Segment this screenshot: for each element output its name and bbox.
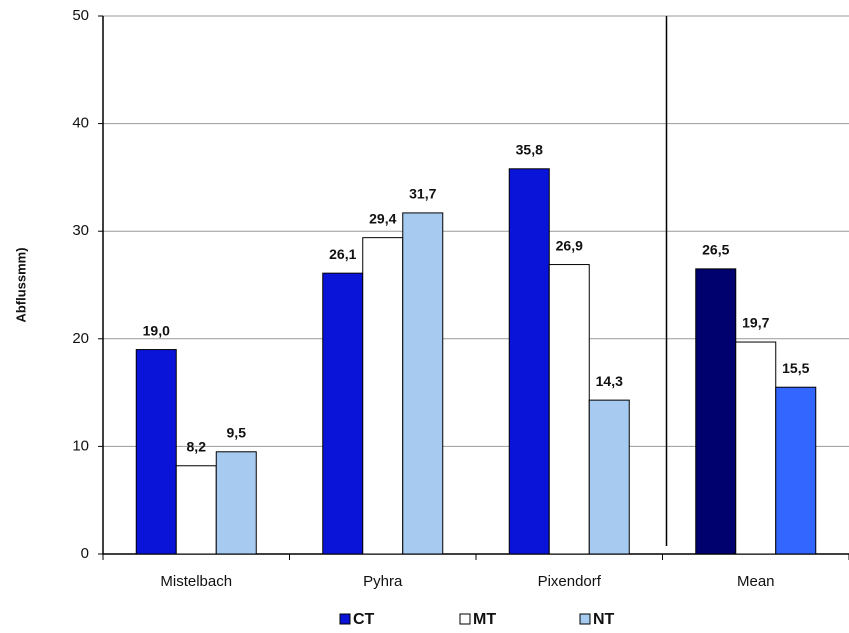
y-axis-label: Abflussmm)	[13, 247, 28, 322]
x-tick-label: Pixendorf	[538, 573, 602, 590]
y-tick-label: 40	[72, 115, 89, 132]
x-tick-label: Mean	[737, 573, 775, 590]
bar	[735, 341, 777, 555]
y-tick-label: 20	[72, 330, 89, 347]
bar	[402, 212, 444, 555]
y-tick-label: 10	[72, 437, 89, 454]
value-label: 29,4	[369, 210, 396, 226]
bar	[362, 237, 404, 555]
x-tick-label: Pyhra	[363, 573, 403, 590]
value-label: 19,0	[143, 322, 170, 338]
value-label: 26,5	[702, 242, 729, 258]
value-label: 19,7	[742, 315, 769, 331]
legend-swatch	[339, 613, 351, 625]
bar	[548, 264, 590, 555]
bar	[322, 272, 364, 555]
legend-swatch	[579, 613, 591, 625]
bar	[695, 268, 737, 555]
value-label: 26,9	[556, 237, 583, 253]
value-label: 35,8	[516, 141, 543, 157]
bar	[588, 399, 630, 555]
y-tick-label: 30	[72, 222, 89, 239]
bar	[508, 168, 550, 555]
value-label: 9,5	[227, 424, 247, 440]
legend-label: NT	[593, 611, 615, 628]
value-label: 15,5	[782, 360, 809, 376]
y-tick-label: 50	[72, 7, 89, 24]
value-label: 31,7	[409, 186, 436, 202]
legend-label: MT	[473, 611, 496, 628]
bar	[175, 465, 217, 555]
value-label: 26,1	[329, 246, 356, 262]
x-tick-label: Mistelbach	[160, 573, 232, 590]
y-tick-label: 0	[81, 545, 89, 562]
bar	[215, 451, 257, 555]
legend-label: CT	[353, 611, 375, 628]
bar	[775, 386, 817, 555]
bar	[135, 349, 177, 555]
value-label: 8,2	[187, 438, 207, 454]
legend-swatch	[459, 613, 471, 625]
value-label: 14,3	[596, 373, 623, 389]
